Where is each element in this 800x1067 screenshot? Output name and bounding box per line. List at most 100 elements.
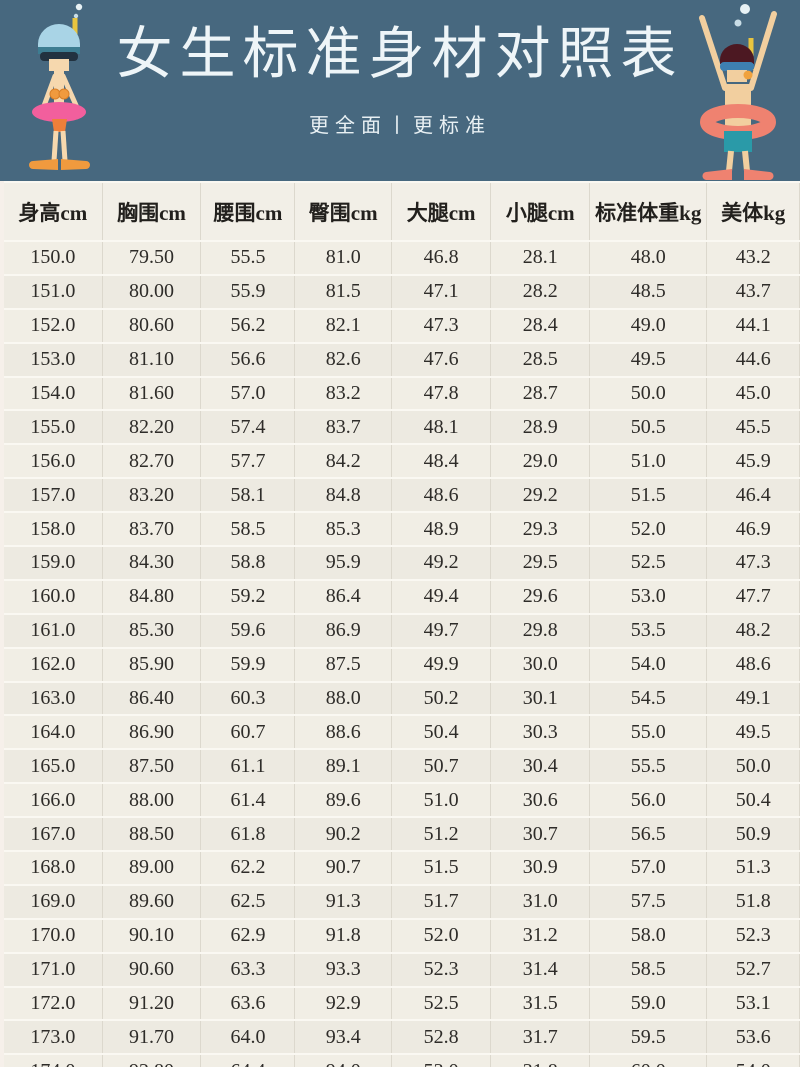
table-row: 171.0 90.60 63.3 93.3 52.3 31.4 58.5 52.7 <box>2 951 800 987</box>
table-cell: 47.3 <box>706 545 800 580</box>
column-header: 腰围cm <box>200 181 296 241</box>
table-cell: 60.3 <box>200 680 296 716</box>
table-cell: 46.9 <box>706 511 800 547</box>
table-cell: 81.10 <box>102 341 202 377</box>
table-cell: 91.20 <box>102 985 202 1021</box>
table-cell: 90.7 <box>294 850 392 885</box>
column-header: 标准体重kg <box>589 181 708 241</box>
table-cell: 48.2 <box>706 612 800 648</box>
table-cell: 48.6 <box>391 477 492 513</box>
table-cell: 29.6 <box>490 578 591 614</box>
table-cell: 90.60 <box>102 951 202 987</box>
table-cell: 43.2 <box>706 240 800 275</box>
table-row: 155.0 82.20 57.4 83.7 48.1 28.9 50.5 45.5 <box>2 409 800 445</box>
table-row: 170.0 90.10 62.9 91.8 52.0 31.2 58.0 52.3 <box>2 917 800 953</box>
table-cell: 81.5 <box>294 273 392 309</box>
table-cell: 173.0 <box>2 1019 103 1055</box>
table-cell: 29.3 <box>490 511 591 547</box>
table-cell: 50.4 <box>706 782 800 818</box>
table-cell: 56.2 <box>200 307 296 343</box>
table-cell: 28.7 <box>490 375 591 411</box>
table-cell: 52.3 <box>391 951 492 987</box>
table-cell: 63.6 <box>200 985 296 1021</box>
table-cell: 46.8 <box>391 240 492 275</box>
table-cell: 30.6 <box>490 782 591 818</box>
table-cell: 48.9 <box>391 511 492 547</box>
table-cell: 56.6 <box>200 341 296 377</box>
column-header-row: 身高cm 胸围cm 腰围cm 臀围cm 大腿cm 小腿cm 标准体重kg 美体kg <box>2 181 800 241</box>
table-cell: 52.7 <box>706 951 800 987</box>
table-cell: 62.2 <box>200 850 296 885</box>
table-cell: 30.1 <box>490 680 591 716</box>
table-cell: 80.00 <box>102 273 202 309</box>
table-cell: 88.00 <box>102 782 202 818</box>
table-cell: 151.0 <box>2 273 103 309</box>
table-cell: 55.5 <box>589 748 708 784</box>
column-header: 臀围cm <box>294 181 392 241</box>
table-cell: 56.0 <box>589 782 708 818</box>
table-cell: 50.0 <box>589 375 708 411</box>
table-row: 150.0 79.50 55.5 81.0 46.8 28.1 48.0 43.2 <box>2 240 800 275</box>
table-cell: 89.60 <box>102 883 202 919</box>
table-row: 152.0 80.60 56.2 82.1 47.3 28.4 49.0 44.1 <box>2 307 800 343</box>
table-cell: 29.5 <box>490 545 591 580</box>
table-cell: 58.0 <box>589 917 708 953</box>
column-header: 胸围cm <box>102 181 202 241</box>
table-cell: 45.0 <box>706 375 800 411</box>
table-cell: 43.7 <box>706 273 800 309</box>
table-cell: 91.70 <box>102 1019 202 1055</box>
table-cell: 79.50 <box>102 240 202 275</box>
table-cell: 82.6 <box>294 341 392 377</box>
table-cell: 47.7 <box>706 578 800 614</box>
table-cell: 88.0 <box>294 680 392 716</box>
table-cell: 84.80 <box>102 578 202 614</box>
table-cell: 88.6 <box>294 714 392 750</box>
table-cell: 165.0 <box>2 748 103 784</box>
table-cell: 49.4 <box>391 578 492 614</box>
page-subtitle: 更全面丨更标准 <box>309 112 491 137</box>
table-cell: 28.4 <box>490 307 591 343</box>
table-cell: 161.0 <box>2 612 103 648</box>
table-cell: 58.5 <box>589 951 708 987</box>
table-cell: 170.0 <box>2 917 103 953</box>
table-cell: 92.9 <box>294 985 392 1021</box>
table-cell: 93.3 <box>294 951 392 987</box>
table-cell: 28.9 <box>490 409 591 445</box>
body-table: 身高cm 胸围cm 腰围cm 臀围cm 大腿cm 小腿cm 标准体重kg 美体kg 150.0… <box>0 181 800 1067</box>
table-cell: 59.5 <box>589 1019 708 1055</box>
table-row: 172.0 91.20 63.6 92.9 52.5 31.5 59.0 53.1 <box>2 985 800 1021</box>
table-cell: 57.4 <box>200 409 296 445</box>
table-cell: 154.0 <box>2 375 103 411</box>
table-row: 162.0 85.90 59.9 87.5 49.9 30.0 54.0 48.6 <box>2 646 800 682</box>
table-cell: 87.5 <box>294 646 392 682</box>
table-cell: 156.0 <box>2 443 103 479</box>
table-row: 158.0 83.70 58.5 85.3 48.9 29.3 52.0 46.9 <box>2 511 800 547</box>
table-cell: 59.9 <box>200 646 296 682</box>
table-cell: 52.5 <box>391 985 492 1021</box>
table-cell: 58.1 <box>200 477 296 513</box>
table-row: 166.0 88.00 61.4 89.6 51.0 30.6 56.0 50.4 <box>2 782 800 818</box>
table-cell: 171.0 <box>2 951 103 987</box>
table-row: 163.0 86.40 60.3 88.0 50.2 30.1 54.5 49.1 <box>2 680 800 716</box>
table-cell: 47.1 <box>391 273 492 309</box>
table-cell: 57.7 <box>200 443 296 479</box>
table-cell: 85.3 <box>294 511 392 547</box>
table-cell: 29.2 <box>490 477 591 513</box>
table-cell: 50.2 <box>391 680 492 716</box>
table-row: 164.0 86.90 60.7 88.6 50.4 30.3 55.0 49.5 <box>2 714 800 750</box>
table-cell: 64.0 <box>200 1019 296 1055</box>
table-cell: 59.0 <box>589 985 708 1021</box>
table-head: 身高cm 胸围cm 腰围cm 臀围cm 大腿cm 小腿cm 标准体重kg 美体kg <box>2 181 800 241</box>
table-row: 151.0 80.00 55.9 81.5 47.1 28.2 48.5 43.7 <box>2 273 800 309</box>
table-cell: 50.0 <box>706 748 800 784</box>
table-cell: 92.80 <box>102 1053 202 1067</box>
table-cell: 47.3 <box>391 307 492 343</box>
table-cell: 51.3 <box>706 850 800 885</box>
table-cell: 55.0 <box>589 714 708 750</box>
table-cell: 52.5 <box>589 545 708 580</box>
table-cell: 55.5 <box>200 240 296 275</box>
table-row: 156.0 82.70 57.7 84.2 48.4 29.0 51.0 45.9 <box>2 443 800 479</box>
table-cell: 51.0 <box>391 782 492 818</box>
table-cell: 28.1 <box>490 240 591 275</box>
table-cell: 45.9 <box>706 443 800 479</box>
